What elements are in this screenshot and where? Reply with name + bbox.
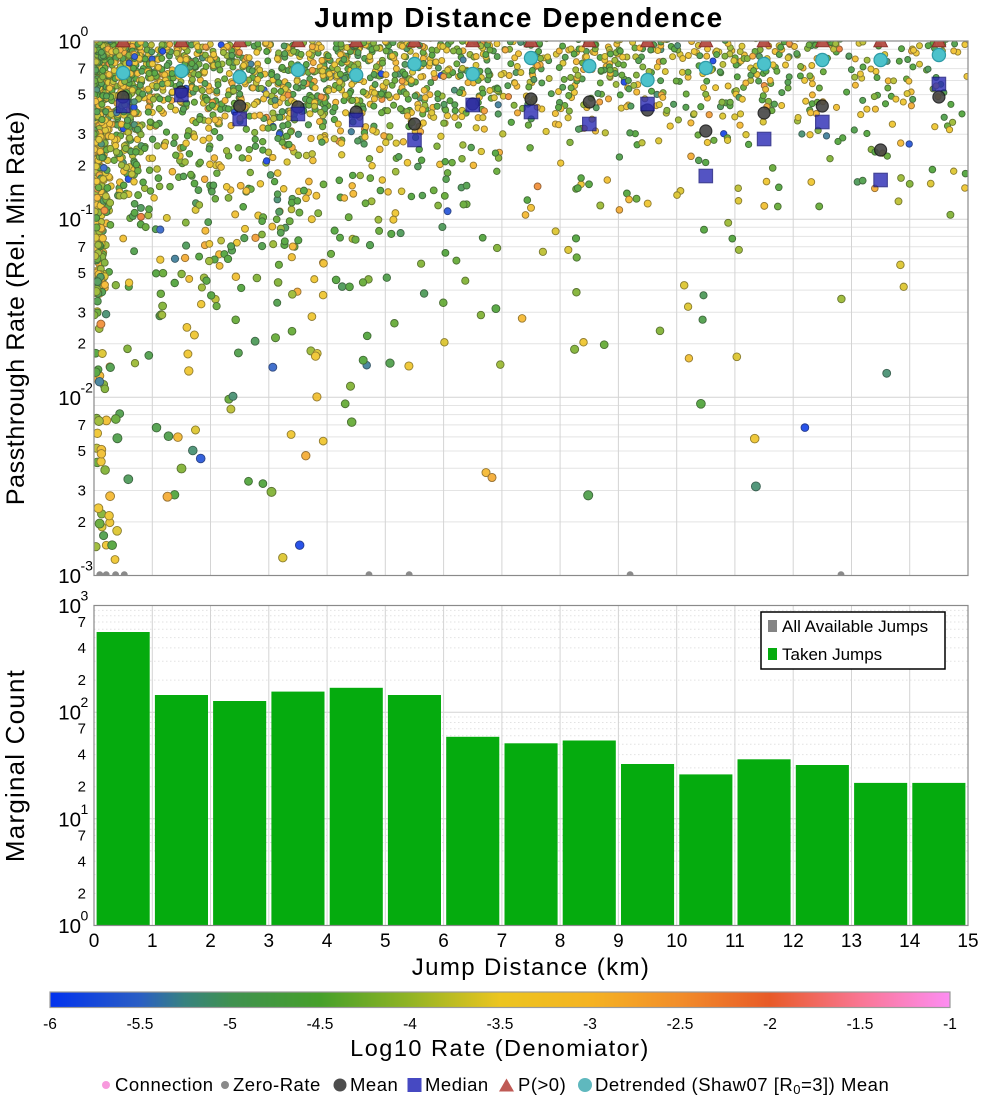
svg-text:Taken Jumps: Taken Jumps — [782, 645, 882, 664]
svg-text:-1.5: -1.5 — [847, 1016, 874, 1033]
svg-text:4: 4 — [78, 853, 86, 870]
svg-text:14: 14 — [899, 931, 921, 952]
svg-text:6: 6 — [438, 931, 449, 952]
svg-text:15: 15 — [957, 931, 978, 952]
svg-text:7: 7 — [78, 61, 86, 78]
svg-text:10: 10 — [58, 915, 81, 938]
svg-text:1: 1 — [147, 931, 158, 952]
svg-text:7: 7 — [78, 721, 86, 738]
svg-text:Marginal Count: Marginal Count — [0, 669, 30, 862]
svg-text:2: 2 — [78, 336, 86, 353]
svg-text:13: 13 — [841, 931, 862, 952]
svg-text:5: 5 — [78, 87, 86, 104]
svg-text:10: 10 — [58, 565, 81, 588]
svg-text:-4: -4 — [403, 1016, 417, 1033]
svg-text:11: 11 — [725, 931, 745, 952]
svg-text:Mean: Mean — [350, 1074, 398, 1095]
svg-text:0: 0 — [81, 908, 89, 924]
svg-text:5: 5 — [380, 931, 391, 952]
svg-text:2: 2 — [78, 158, 86, 175]
svg-text:2: 2 — [205, 931, 216, 952]
svg-text:-3: -3 — [81, 558, 94, 574]
svg-text:4: 4 — [78, 640, 86, 657]
svg-text:10: 10 — [58, 595, 81, 618]
svg-text:10: 10 — [58, 808, 81, 831]
svg-text:All Available Jumps: All Available Jumps — [782, 617, 928, 636]
svg-text:-6: -6 — [43, 1016, 57, 1033]
svg-text:-4.5: -4.5 — [307, 1016, 334, 1033]
svg-text:-3: -3 — [583, 1016, 597, 1033]
svg-text:10: 10 — [58, 387, 81, 410]
svg-text:7: 7 — [78, 827, 86, 844]
svg-text:5: 5 — [78, 443, 86, 460]
svg-text:2: 2 — [78, 885, 86, 902]
svg-text:7: 7 — [78, 614, 86, 631]
svg-text:10: 10 — [58, 209, 81, 232]
svg-text:Connection: Connection — [115, 1074, 214, 1095]
svg-text:10: 10 — [666, 931, 687, 952]
svg-text:4: 4 — [322, 931, 333, 952]
svg-text:-5: -5 — [223, 1016, 237, 1033]
svg-text:3: 3 — [78, 126, 86, 143]
svg-text:-2: -2 — [763, 1016, 777, 1033]
svg-text:8: 8 — [555, 931, 566, 952]
svg-text:0: 0 — [89, 931, 100, 952]
svg-text:4: 4 — [78, 747, 86, 764]
svg-text:2: 2 — [78, 672, 86, 689]
svg-text:2: 2 — [81, 694, 89, 710]
svg-text:0: 0 — [81, 23, 89, 39]
svg-text:P(>0): P(>0) — [518, 1074, 566, 1095]
svg-text:Detrended (Shaw07 [R0=3]) Mean: Detrended (Shaw07 [R0=3]) Mean — [595, 1074, 889, 1097]
svg-text:-2: -2 — [81, 379, 94, 395]
svg-text:10: 10 — [58, 702, 81, 725]
svg-text:7: 7 — [78, 239, 86, 256]
svg-text:-1: -1 — [81, 201, 94, 217]
svg-text:Log10 Rate (Denomiator): Log10 Rate (Denomiator) — [350, 1035, 650, 1061]
svg-text:Passthrough Rate (Rel. Min Rat: Passthrough Rate (Rel. Min Rate) — [2, 111, 30, 505]
svg-text:-5.5: -5.5 — [127, 1016, 154, 1033]
svg-text:5: 5 — [78, 265, 86, 282]
svg-text:Zero-Rate: Zero-Rate — [233, 1074, 321, 1095]
svg-text:3: 3 — [78, 483, 86, 500]
svg-text:Jump Distance (km): Jump Distance (km) — [412, 954, 651, 981]
svg-text:-3.5: -3.5 — [487, 1016, 514, 1033]
svg-text:Median: Median — [425, 1074, 489, 1095]
svg-text:7: 7 — [497, 931, 508, 952]
svg-text:12: 12 — [783, 931, 804, 952]
svg-text:2: 2 — [78, 779, 86, 796]
svg-text:9: 9 — [613, 931, 624, 952]
svg-text:10: 10 — [58, 31, 81, 54]
svg-text:3: 3 — [264, 931, 275, 952]
svg-text:1: 1 — [81, 801, 89, 817]
svg-text:3: 3 — [78, 304, 86, 321]
svg-text:-2.5: -2.5 — [667, 1016, 694, 1033]
svg-text:Jump Distance Dependence: Jump Distance Dependence — [314, 2, 723, 33]
svg-text:2: 2 — [78, 514, 86, 531]
svg-text:3: 3 — [81, 588, 89, 604]
svg-text:7: 7 — [78, 417, 86, 434]
svg-text:-1: -1 — [943, 1016, 957, 1033]
